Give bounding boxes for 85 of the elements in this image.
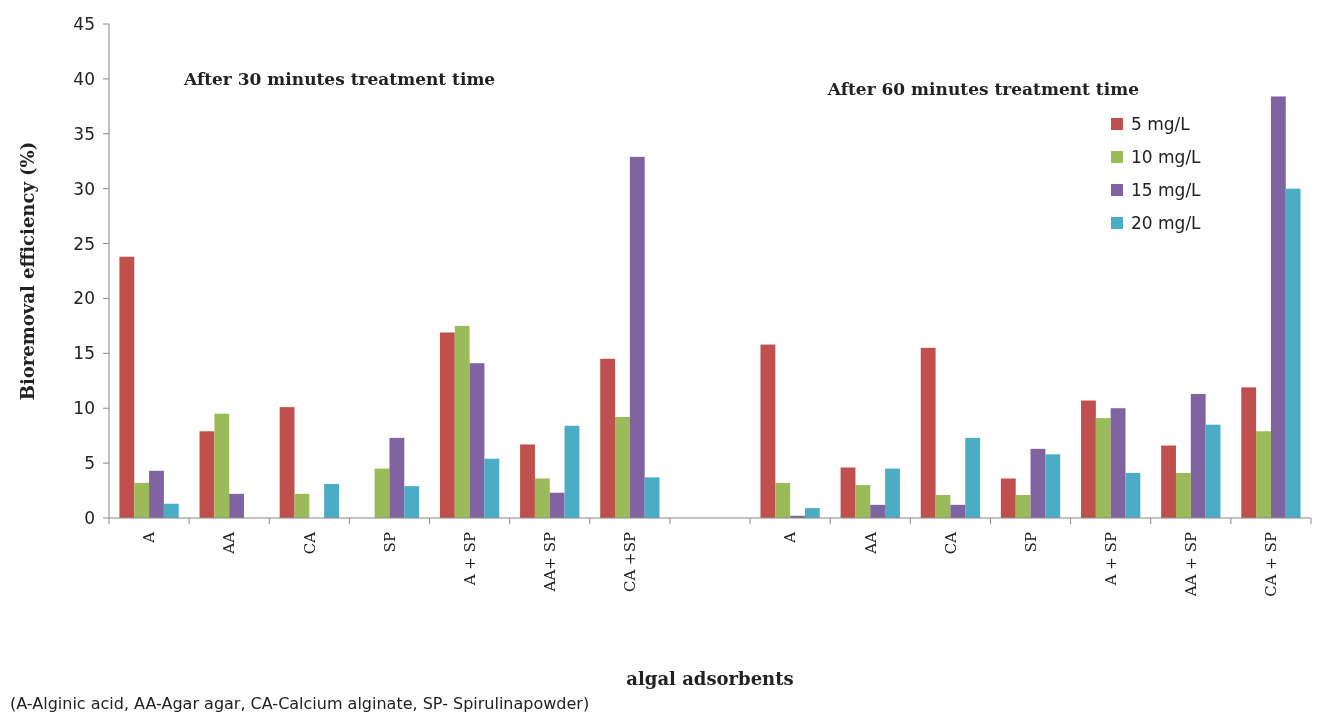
y-tick-label: 15: [73, 343, 95, 364]
bar: [840, 467, 856, 518]
bar: [520, 444, 535, 518]
legend-label: 10 mg/L: [1131, 146, 1202, 167]
bar: [1110, 408, 1126, 518]
text: (A-Alginic acid, AA-Agar agar, CA-Calcium alginate, SP- Spirulinapowder): [10, 694, 590, 713]
bar: [1256, 431, 1271, 518]
bar: [1045, 454, 1061, 518]
bar: [804, 508, 820, 518]
bar: [629, 156, 645, 518]
bar: [564, 425, 580, 518]
bar: [439, 332, 455, 518]
x-axis-title: algal adsorbents: [626, 668, 794, 689]
x-tick-label: A + SP: [1101, 532, 1120, 587]
x-tick-label: AA: [220, 531, 239, 555]
x-tick-label: CA: [941, 531, 960, 555]
bar: [1241, 387, 1257, 518]
y-tick-label: 35: [73, 123, 95, 144]
bar: [1270, 96, 1286, 518]
bar: [1125, 472, 1141, 518]
bar: [324, 483, 339, 518]
x-tick-label: AA: [861, 531, 880, 555]
bar: [1205, 424, 1221, 518]
bar: [935, 494, 951, 518]
bar: [1161, 445, 1176, 518]
bar: [950, 504, 966, 518]
bar: [1095, 418, 1111, 518]
annotation: After 30 minutes treatment time: [183, 68, 496, 89]
x-tick-label: CA +SP: [621, 532, 640, 593]
y-tick-label: 0: [84, 507, 95, 528]
bar: [885, 468, 900, 518]
x-tick-label: SP: [1021, 532, 1040, 553]
y-axis-title: Bioremoval efficiency (%): [17, 141, 39, 401]
x-tick-label: A: [781, 531, 800, 544]
bar: [1081, 400, 1096, 518]
bar: [644, 477, 660, 518]
bar: [404, 486, 420, 518]
bar: [1285, 188, 1301, 518]
y-tick-label: 30: [73, 178, 95, 199]
y-tick-label: 5: [84, 453, 95, 474]
bar: [149, 470, 164, 518]
y-tick-label: 25: [73, 233, 95, 254]
bar: [870, 504, 886, 518]
x-tick-label: CA + SP: [1262, 532, 1281, 597]
bar: [374, 468, 390, 518]
x-tick-label: SP: [380, 532, 399, 553]
bar: [549, 492, 565, 518]
bar: [1030, 448, 1046, 518]
x-tick-label: AA + SP: [1182, 532, 1201, 598]
bar: [920, 347, 936, 518]
bar: [484, 458, 500, 518]
bar: [615, 417, 630, 518]
bar: [454, 325, 470, 518]
bar: [294, 493, 310, 518]
bar: [469, 363, 485, 518]
x-tick-label: CA: [300, 531, 319, 555]
bar: [965, 437, 981, 518]
bar: [855, 485, 871, 518]
bar: [163, 503, 179, 518]
x-tick-label: AA+ SP: [540, 532, 559, 593]
annotation: After 60 minutes treatment time: [826, 78, 1140, 99]
bar: [1190, 393, 1206, 518]
y-tick-label: 40: [73, 68, 95, 89]
bar: [229, 493, 245, 518]
y-tick-label: 10: [73, 398, 95, 419]
bar: [1175, 472, 1191, 518]
bar: [199, 431, 215, 518]
bar: [1015, 494, 1031, 518]
y-tick-label: 45: [73, 13, 95, 34]
bar: [534, 478, 550, 518]
bar: [119, 256, 135, 518]
legend-label: 20 mg/L: [1131, 212, 1202, 233]
bar: [214, 413, 230, 518]
legend-label: 5 mg/L: [1131, 113, 1191, 134]
y-tick-label: 20: [73, 288, 95, 309]
x-tick-label: A + SP: [460, 532, 479, 587]
bar: [279, 407, 295, 518]
x-tick-label: A: [140, 531, 159, 544]
bar: [775, 482, 791, 518]
bar: [134, 482, 150, 518]
bar: [760, 344, 776, 518]
legend-label: 15 mg/L: [1131, 179, 1202, 200]
bar: [600, 358, 616, 518]
bar: [1000, 478, 1016, 518]
bar: [389, 437, 405, 518]
